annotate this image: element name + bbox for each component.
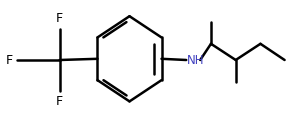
Text: F: F [6,54,13,66]
Text: F: F [56,95,63,108]
Text: F: F [56,12,63,25]
Text: NH: NH [187,54,205,66]
